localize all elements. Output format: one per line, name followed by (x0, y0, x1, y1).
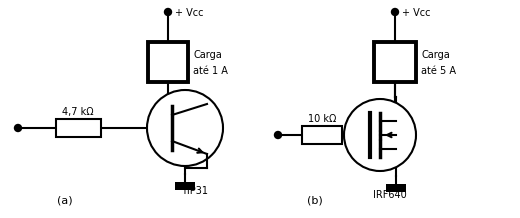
Circle shape (147, 90, 223, 166)
Circle shape (344, 99, 416, 171)
Text: (a): (a) (57, 195, 73, 205)
Text: 4,7 kΩ: 4,7 kΩ (62, 107, 94, 117)
Text: Carga: Carga (193, 50, 222, 60)
Circle shape (15, 124, 21, 131)
Text: até 5 A: até 5 A (421, 66, 456, 76)
Bar (374, 42, 416, 82)
Text: Carga: Carga (421, 50, 450, 60)
Circle shape (275, 131, 281, 138)
Text: 10 kΩ: 10 kΩ (308, 114, 336, 124)
Circle shape (392, 9, 398, 15)
Bar (302, 126, 342, 144)
Bar (386, 184, 406, 192)
Text: + Vcc: + Vcc (175, 8, 203, 18)
Bar (175, 182, 195, 190)
Bar (56, 119, 101, 137)
Text: até 1 A: até 1 A (193, 66, 228, 76)
Text: + Vcc: + Vcc (402, 8, 431, 18)
Circle shape (164, 9, 172, 15)
Text: (b): (b) (307, 195, 323, 205)
Bar (148, 42, 188, 82)
Text: TIP31: TIP31 (181, 186, 209, 196)
Text: IRF640: IRF640 (373, 190, 407, 200)
